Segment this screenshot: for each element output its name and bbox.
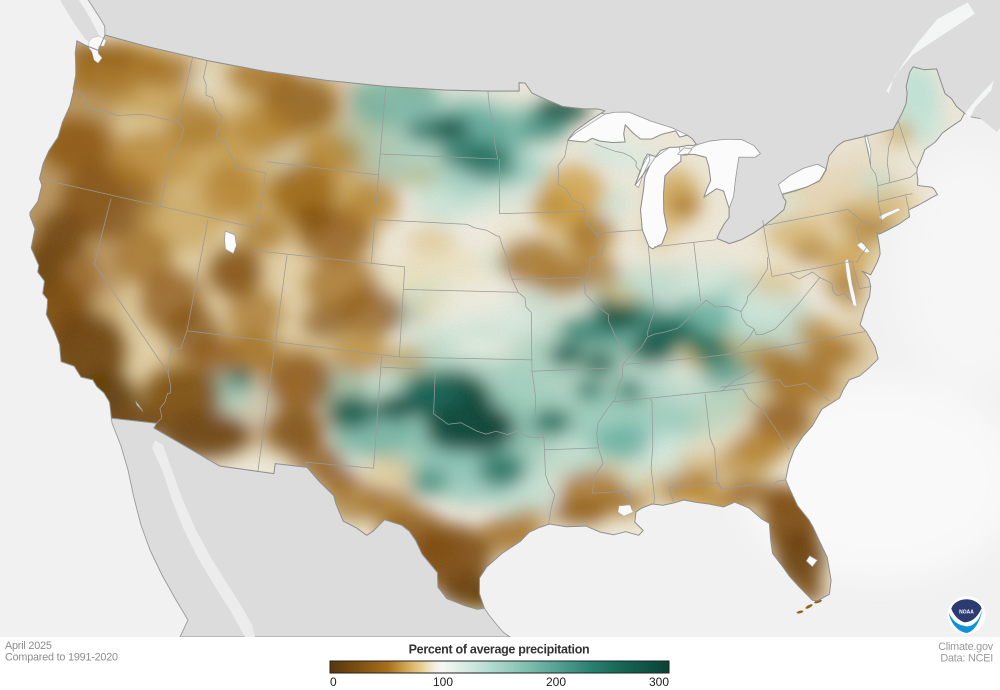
svg-text:April 2025: April 2025 xyxy=(5,640,52,652)
svg-text:0: 0 xyxy=(330,675,337,689)
svg-text:NOAA: NOAA xyxy=(959,610,974,616)
svg-text:200: 200 xyxy=(546,675,566,689)
svg-text:300: 300 xyxy=(649,675,669,689)
svg-text:Percent of average precipitati: Percent of average precipitation xyxy=(409,643,590,657)
svg-text:100: 100 xyxy=(433,675,453,689)
svg-text:Compared to 1991-2020: Compared to 1991-2020 xyxy=(5,652,118,664)
svg-text:Climate.gov: Climate.gov xyxy=(938,641,994,653)
svg-text:Data: NCEI: Data: NCEI xyxy=(940,653,993,665)
